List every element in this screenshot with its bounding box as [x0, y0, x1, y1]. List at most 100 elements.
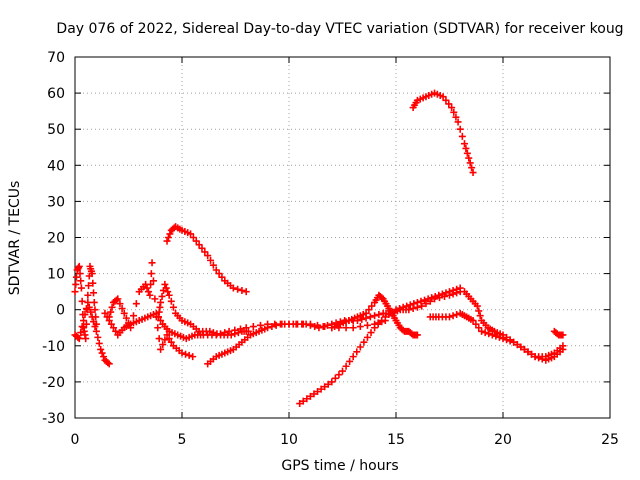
data-point [405, 306, 413, 314]
data-point [105, 313, 113, 321]
data-point [81, 311, 89, 319]
y-tick-label: 50 [47, 122, 65, 138]
data-point [324, 321, 332, 329]
data-point [346, 357, 354, 365]
data-point [244, 327, 252, 335]
data-point [201, 248, 209, 256]
data-point [349, 353, 357, 361]
data-point [310, 390, 318, 398]
data-point [75, 262, 83, 270]
data-point [356, 343, 364, 351]
data-point [475, 324, 483, 332]
data-point [473, 302, 481, 310]
data-point [118, 304, 126, 312]
series-arc-6 [163, 223, 250, 296]
data-point [146, 291, 154, 299]
data-point [472, 320, 480, 328]
data-point [458, 132, 466, 140]
data-point [422, 300, 430, 308]
data-point [424, 295, 432, 303]
data-point [85, 282, 93, 290]
data-point [381, 313, 389, 321]
data-point [475, 307, 483, 315]
x-tick-label: 20 [494, 432, 512, 448]
data-point [363, 321, 371, 329]
data-point [157, 345, 165, 353]
data-point [299, 397, 307, 405]
data-point [413, 298, 421, 306]
data-point [460, 140, 468, 148]
data-point [468, 164, 476, 172]
data-series [71, 89, 567, 408]
data-point [78, 297, 86, 305]
data-point [272, 321, 280, 329]
data-point [112, 296, 120, 304]
data-point [452, 113, 460, 121]
data-point [378, 317, 386, 325]
axis-ticks: 0 5 10 15 20 25 -30 -20 -10 0 10 20 30 40 50 60 70 [42, 50, 619, 448]
data-point [198, 244, 206, 252]
data-point [129, 312, 137, 320]
data-point [559, 342, 567, 350]
series-arc-10 [409, 89, 477, 177]
data-point [122, 314, 130, 322]
data-point [132, 300, 140, 308]
data-point [167, 297, 175, 305]
data-point [342, 324, 350, 332]
data-point [77, 284, 85, 292]
data-point [144, 288, 152, 296]
data-point [166, 230, 174, 238]
data-point [77, 277, 85, 285]
data-point [446, 288, 453, 296]
series-arc-5 [154, 280, 252, 339]
data-point [95, 339, 103, 347]
data-point [234, 285, 242, 293]
data-point [319, 323, 327, 331]
x-tick-label: 5 [178, 432, 187, 448]
data-point [439, 93, 447, 101]
data-point [167, 338, 175, 346]
data-point [215, 270, 223, 278]
data-point [89, 279, 97, 287]
data-point [242, 288, 250, 296]
data-point [75, 335, 83, 343]
data-point [371, 324, 379, 332]
x-tick-label: 10 [280, 432, 298, 448]
data-point [238, 286, 246, 294]
data-point [456, 284, 464, 292]
data-point [114, 295, 122, 303]
data-point [331, 374, 339, 382]
data-point [465, 154, 473, 162]
y-tick-label: 60 [47, 86, 65, 102]
data-point [478, 327, 486, 335]
data-point [104, 359, 112, 367]
data-point [231, 330, 239, 338]
data-point [82, 320, 90, 328]
data-point [388, 308, 396, 316]
data-point [506, 336, 514, 344]
data-point [147, 270, 155, 278]
data-point [392, 306, 400, 314]
series-arc-12 [460, 288, 567, 361]
y-tick-label: -10 [42, 339, 65, 355]
data-point [158, 292, 166, 300]
grid [75, 57, 610, 418]
data-point [456, 125, 464, 133]
x-axis-label: GPS time / hours [281, 458, 398, 474]
data-point [524, 348, 532, 356]
data-point [76, 270, 84, 278]
data-point [453, 285, 461, 293]
data-point [72, 273, 80, 281]
data-point [314, 388, 322, 396]
data-point [450, 108, 458, 116]
data-point [375, 311, 383, 319]
data-point [189, 353, 197, 361]
data-point [204, 252, 212, 260]
y-tick-label: 10 [47, 267, 65, 283]
data-point [403, 302, 411, 310]
data-point [90, 298, 98, 306]
data-point [101, 309, 109, 317]
data-point [374, 320, 382, 328]
data-point [485, 330, 493, 338]
data-point [100, 353, 108, 361]
